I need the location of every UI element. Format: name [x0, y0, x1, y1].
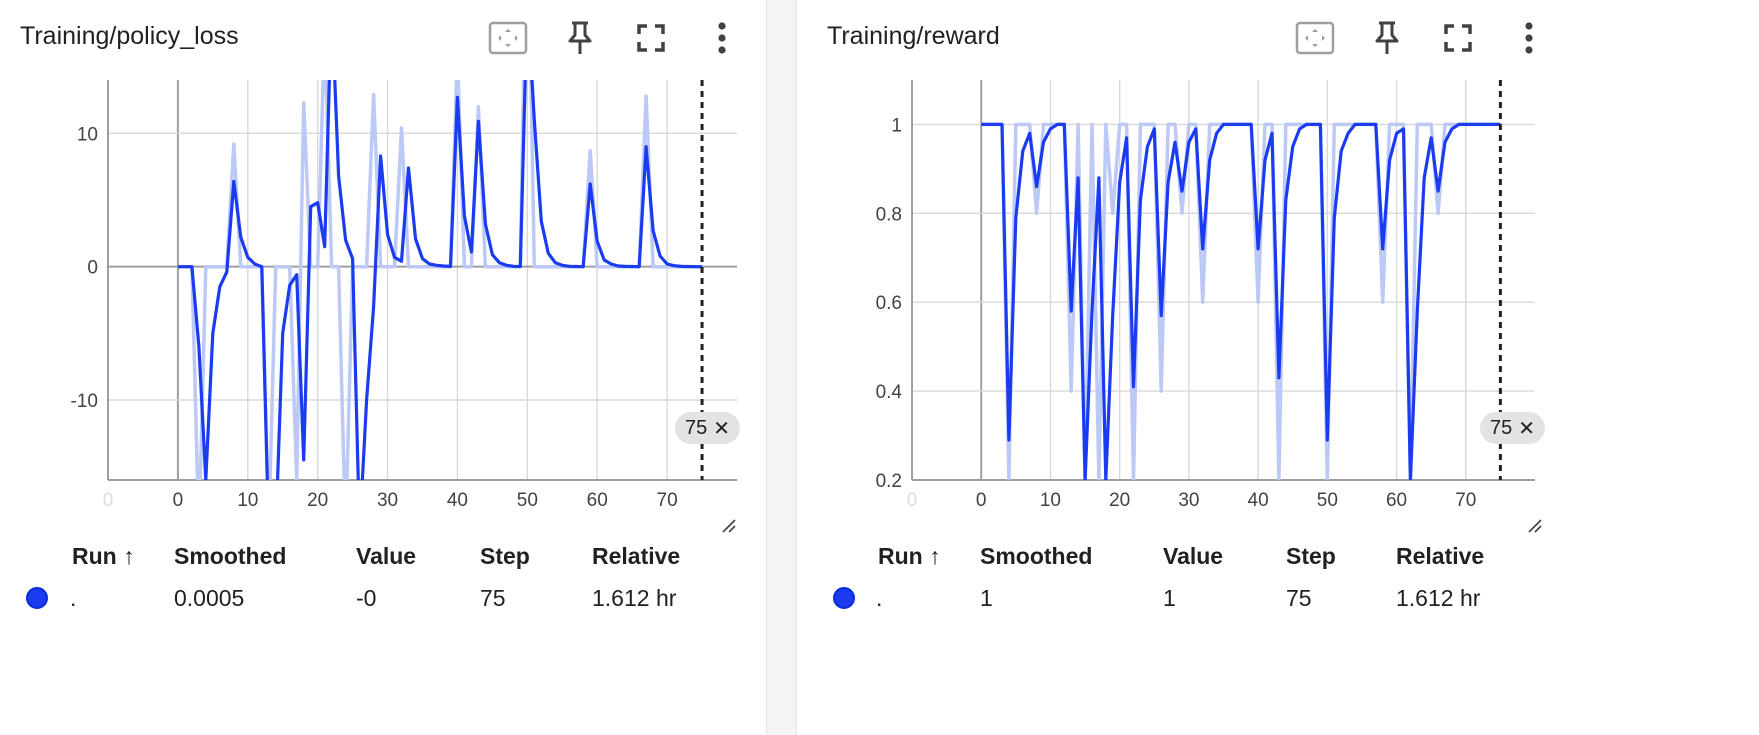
pin-icon [568, 21, 592, 54]
chart-title: Training/policy_loss [20, 22, 239, 50]
fit-to-data-icon [488, 21, 528, 55]
cell-step: 75 [480, 585, 506, 611]
x-tick-label: 10 [1040, 490, 1061, 511]
smoothed-series-line [981, 122, 1501, 480]
fullscreen-icon [1444, 24, 1472, 52]
x-tick-label: 0 [173, 490, 184, 511]
x-tick-label: 10 [237, 490, 258, 511]
fit-to-data-icon [1295, 21, 1335, 55]
y-tick-label: 0.6 [876, 293, 902, 314]
run-color-indicator [833, 587, 855, 609]
empty-area [1559, 0, 1759, 735]
more-vert-icon [1525, 22, 1533, 54]
fullscreen-icon [637, 24, 665, 52]
column-header-value[interactable]: Value [1163, 543, 1224, 569]
x-tick-label: 30 [1178, 490, 1199, 511]
x-tick-label: 20 [1109, 490, 1130, 511]
fullscreen-button[interactable] [629, 16, 673, 60]
x-tick-label: 30 [377, 490, 398, 511]
card-divider [766, 0, 797, 735]
step-cursor-badge[interactable]: 75 ✕ [675, 412, 741, 444]
smoothed-series-line [177, 80, 703, 480]
y-tick-label: 0.4 [876, 382, 903, 403]
line-chart[interactable]: 10 0 -10 0 0 10 20 30 40 50 60 70 [0, 70, 760, 540]
plot-area [981, 122, 1501, 480]
x-tick-label: 20 [307, 490, 328, 511]
step-cursor-value: 75 [1490, 416, 1513, 439]
y-tick-label: 1 [891, 115, 902, 136]
x-tick-label: 0 [907, 490, 918, 511]
pin-button[interactable] [558, 16, 602, 60]
column-header-relative[interactable]: Relative [1396, 543, 1485, 569]
y-tick-label: 0 [87, 258, 98, 279]
x-tick-label: 40 [447, 490, 468, 511]
x-tick-label: 60 [1386, 490, 1407, 511]
more-options-button[interactable] [1507, 16, 1551, 60]
cell-run: . [876, 585, 883, 611]
y-tick-label: 0.8 [876, 204, 902, 225]
pin-button[interactable] [1365, 16, 1409, 60]
fit-to-data-button[interactable] [486, 16, 530, 60]
chart-title: Training/reward [827, 22, 1000, 50]
column-header-step[interactable]: Step [480, 543, 530, 569]
x-tick-label: 60 [587, 490, 608, 511]
x-tick-label: 70 [1455, 490, 1476, 511]
y-tick-label: 0.2 [876, 471, 902, 492]
cell-step: 75 [1286, 585, 1312, 611]
cell-smoothed: 0.0005 [174, 585, 245, 611]
line-chart[interactable]: 1 0.8 0.6 0.4 0.2 0 0 10 20 30 40 50 60 70 [805, 70, 1565, 540]
column-header-run[interactable]: Run ↑ [878, 543, 941, 569]
column-header-smoothed[interactable]: Smoothed [174, 543, 287, 569]
cell-relative: 1.612 hr [592, 585, 677, 611]
run-color-indicator [26, 587, 48, 609]
step-cursor-value: 75 [685, 416, 708, 439]
fullscreen-button[interactable] [1436, 16, 1480, 60]
column-header-relative[interactable]: Relative [592, 543, 681, 569]
step-cursor-badge[interactable]: 75 ✕ [1480, 412, 1546, 444]
x-tick-label: 70 [657, 490, 678, 511]
x-tick-label: 0 [976, 490, 987, 511]
cell-value: 1 [1163, 585, 1176, 611]
y-tick-label: -10 [71, 391, 98, 412]
resize-handle-icon[interactable] [1524, 515, 1542, 533]
column-header-run[interactable]: Run ↑ [72, 543, 135, 569]
raw-series-line [177, 80, 703, 480]
x-tick-label: 0 [103, 490, 114, 511]
more-vert-icon [718, 22, 726, 54]
close-icon[interactable]: ✕ [713, 417, 731, 440]
plot-area [177, 80, 703, 480]
more-options-button[interactable] [700, 16, 744, 60]
pin-icon [1375, 21, 1399, 54]
chart-card-reward: Training/reward 1 0.8 0.6 0.4 0.2 0 0 10 20 30 40 5… [797, 0, 1559, 735]
resize-handle-icon[interactable] [718, 515, 736, 533]
x-tick-label: 50 [517, 490, 538, 511]
y-tick-label: 10 [77, 124, 98, 145]
x-tick-label: 50 [1317, 490, 1338, 511]
x-tick-label: 40 [1248, 490, 1269, 511]
close-icon[interactable]: ✕ [1518, 417, 1536, 440]
column-header-smoothed[interactable]: Smoothed [980, 543, 1093, 569]
cell-smoothed: 1 [980, 585, 993, 611]
column-header-value[interactable]: Value [356, 543, 417, 569]
column-header-step[interactable]: Step [1286, 543, 1336, 569]
cell-relative: 1.612 hr [1396, 585, 1481, 611]
cell-value: -0 [356, 585, 377, 611]
chart-card-policy-loss: Training/policy_loss 10 0 -10 0 0 10 20 30 40 50 6… [0, 0, 766, 735]
fit-to-data-button[interactable] [1293, 16, 1337, 60]
cell-run: . [70, 585, 77, 611]
